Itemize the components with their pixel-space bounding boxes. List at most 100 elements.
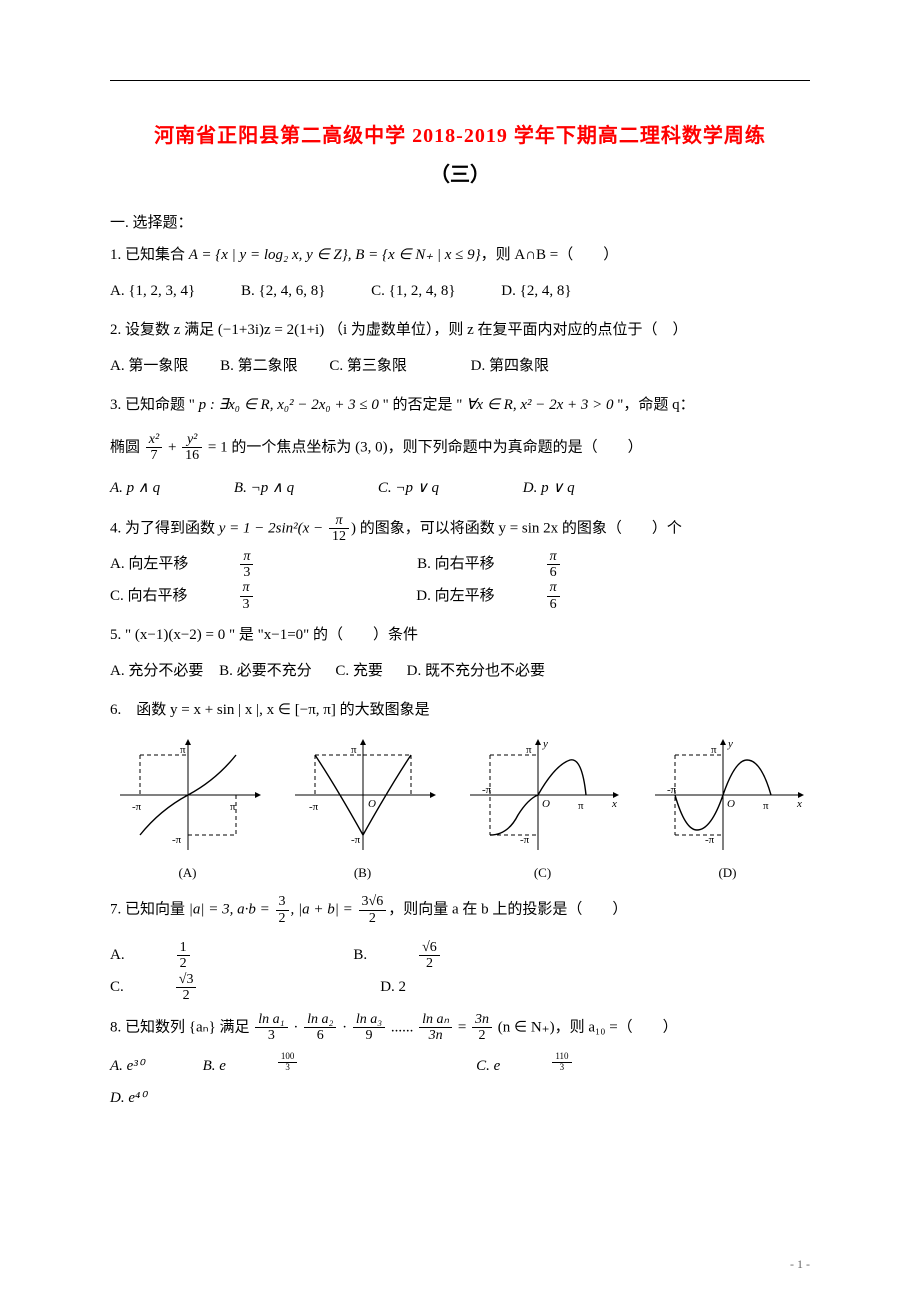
q1-choice-d: D. {2, 4, 8} — [501, 276, 571, 308]
svg-text:-π: -π — [520, 834, 530, 846]
q2-choices: A. 第一象限 B. 第二象限 C. 第三象限 D. 第四象限 — [110, 351, 810, 383]
svg-text:-π: -π — [309, 801, 319, 813]
q6-label-c: (C) — [460, 859, 625, 886]
q1-stem-pre: 1. 已知集合 — [110, 247, 189, 263]
q3-frac1: x²7 — [146, 432, 162, 464]
question-6: 6. 函数 y = x + sin | x |, x ∈ [−π, π] 的大致… — [110, 695, 810, 886]
q8-t1: ln a₁3 — [255, 1012, 287, 1044]
svg-text:-π: -π — [351, 834, 361, 846]
question-3: 3. 已知命题 " p : ∃x₀ ∈ R, x₀² − 2x₀ + 3 ≤ 0… — [110, 390, 810, 505]
svg-text:π: π — [763, 800, 769, 812]
q4-choice-c: C. 向右平移π3 — [110, 580, 353, 612]
q8-choice-d: D. e⁴⁰ — [110, 1083, 146, 1115]
q8-choice-b: B. e1003 — [203, 1051, 398, 1083]
q7-choice-a: A. 12 — [110, 940, 290, 972]
section-heading: 一. 选择题： — [110, 211, 810, 232]
q5-choices: A. 充分不必要 B. 必要不充分 C. 充要 D. 既不充分也不必要 — [110, 656, 810, 688]
q8-choice-a: A. e³⁰ — [110, 1051, 144, 1083]
q3-choice-d: D. p ∨ q — [523, 473, 575, 505]
q2-stem: 2. 设复数 z 满足 (−1+3i)z = 2(1+i) （i 为虚数单位），… — [110, 315, 810, 347]
svg-text:π: π — [180, 744, 186, 756]
svg-text:-π: -π — [132, 801, 142, 813]
q8-t4: ln aₙ3n — [419, 1012, 452, 1044]
svg-text:π: π — [711, 744, 717, 756]
q4-choices: A. 向左平移π3 B. 向右平移π6 C. 向右平移π3 D. 向左平移π6 — [110, 549, 810, 613]
svg-text:x: x — [796, 798, 802, 810]
q6-graph-b: π -π O -π (B) — [285, 735, 440, 886]
q3-l1a: 3. 已知命题 " — [110, 397, 199, 413]
q6-label-b: (B) — [285, 859, 440, 886]
q5-stem: 5. " (x−1)(x−2) = 0 " 是 "x−1=0" 的（ ）条件 — [110, 620, 810, 652]
q1-choices: A. {1, 2, 3, 4} B. {2, 4, 6, 8} C. {1, 2… — [110, 276, 810, 308]
q3-l1e: "，命题 q： — [614, 397, 695, 413]
question-1: 1. 已知集合 A = {x | y = log₂ x, y ∈ Z}, B =… — [110, 240, 810, 307]
q3-choice-a: A. p ∧ q — [110, 473, 160, 505]
top-rule — [110, 80, 810, 81]
svg-text:π: π — [526, 744, 532, 756]
q8-choice-c: C. e1103 — [476, 1051, 671, 1083]
question-2: 2. 设复数 z 满足 (−1+3i)z = 2(1+i) （i 为虚数单位），… — [110, 315, 810, 382]
q7-choice-b: B. √62 — [353, 940, 539, 972]
q7-f1: 32 — [276, 894, 289, 926]
q7-stem-a: 7. 已知向量 — [110, 901, 189, 917]
q8-stem-b: (n ∈ N₊)，则 a₁₀ =（ ） — [498, 1019, 678, 1035]
q5-choice-c: C. 充要 — [335, 656, 383, 688]
q1-choice-a: A. {1, 2, 3, 4} — [110, 276, 195, 308]
q7-choice-c: C. √32 — [110, 972, 296, 1004]
question-5: 5. " (x−1)(x−2) = 0 " 是 "x−1=0" 的（ ）条件 A… — [110, 620, 810, 687]
q4-pi12: π12 — [329, 513, 349, 545]
q8-choices: A. e³⁰ B. e1003 C. e1103 D. e⁴⁰ — [110, 1051, 810, 1114]
q3-frac2: y²16 — [182, 432, 202, 464]
q7-f2: 3√62 — [359, 894, 387, 926]
document-title: 河南省正阳县第二高级中学 2018-2019 学年下期高二理科数学周练 — [110, 119, 810, 148]
q2-choice-d: D. 第四象限 — [471, 351, 549, 383]
q7-stem-b: ，则向量 a 在 b 上的投影是（ ） — [388, 901, 627, 917]
q6-graph-c: π y -π O π x -π (C) — [460, 735, 625, 886]
q6-graph-d: π y -π O π x -π (D) — [645, 735, 810, 886]
q6-stem: 6. 函数 y = x + sin | x |, x ∈ [−π, π] 的大致… — [110, 695, 810, 727]
q1-choice-c: C. {1, 2, 4, 8} — [371, 276, 455, 308]
q3-plus: + — [168, 439, 180, 455]
q4-choice-b: B. 向右平移π6 — [417, 549, 660, 581]
svg-text:y: y — [727, 738, 733, 750]
q6-label-d: (D) — [645, 859, 810, 886]
q4-stem-a: 4. 为了得到函数 — [110, 520, 219, 536]
svg-text:-π: -π — [482, 784, 492, 796]
q6-graph-a: π -π π -π (A) — [110, 735, 265, 886]
q3-choices: A. p ∧ q B. ¬p ∧ q C. ¬p ∨ q D. p ∨ q — [110, 473, 810, 505]
svg-text:-π: -π — [172, 834, 182, 846]
q8-t2: ln a₂6 — [304, 1012, 336, 1044]
q1-stem-post: ，则 A∩B =（ ） — [481, 247, 619, 263]
svg-text:O: O — [727, 798, 735, 810]
q2-choice-a: A. 第一象限 — [110, 351, 188, 383]
q3-choice-b: B. ¬p ∧ q — [234, 473, 294, 505]
q3-l1b: p : ∃x₀ ∈ R, x₀² − 2x₀ + 3 ≤ 0 — [199, 397, 379, 413]
q6-graphs: π -π π -π (A) π -π — [110, 735, 810, 886]
svg-text:y: y — [542, 738, 548, 750]
svg-text:-π: -π — [705, 834, 715, 846]
q7-choice-d: D. 2 — [380, 972, 406, 1004]
svg-text:O: O — [368, 798, 376, 810]
svg-text:π: π — [578, 800, 584, 812]
q3-l1d: ∀x ∈ R, x² − 2x + 3 > 0 — [466, 397, 613, 413]
svg-text:-π: -π — [667, 784, 677, 796]
question-4: 4. 为了得到函数 y = 1 − 2sin²(x − π12) 的图象，可以将… — [110, 513, 810, 612]
q7-mid: , |a + b| = — [291, 901, 357, 917]
svg-text:π: π — [351, 744, 357, 756]
q1-formula: A = {x | y = log₂ x, y ∈ Z}, B = {x ∈ N₊… — [189, 247, 481, 263]
q6-label-a: (A) — [110, 859, 265, 886]
q7-choices: A. 12 B. √62 C. √32 D. 2 — [110, 940, 810, 1004]
page-number: - 1 - — [790, 1257, 810, 1272]
q1-choice-b: B. {2, 4, 6, 8} — [241, 276, 325, 308]
q4-choice-a: A. 向左平移π3 — [110, 549, 353, 581]
q3-l2b: = 1 的一个焦点坐标为 (3, 0)，则下列命题中为真命题的是（ ） — [208, 439, 643, 455]
q2-choice-b: B. 第二象限 — [220, 351, 298, 383]
q7-mag: |a| = 3, a·b = — [189, 901, 274, 917]
question-8: 8. 已知数列 {aₙ} 满足 ln a₁3 · ln a₂6 · ln a₃9… — [110, 1012, 810, 1115]
q3-choice-c: C. ¬p ∨ q — [378, 473, 439, 505]
q8-t3: ln a₃9 — [353, 1012, 385, 1044]
svg-text:π: π — [230, 801, 236, 813]
q3-l1c: " 的否定是 " — [379, 397, 466, 413]
q5-choice-b: B. 必要不充分 — [219, 656, 312, 688]
q8-stem-a: 8. 已知数列 {aₙ} 满足 — [110, 1019, 253, 1035]
